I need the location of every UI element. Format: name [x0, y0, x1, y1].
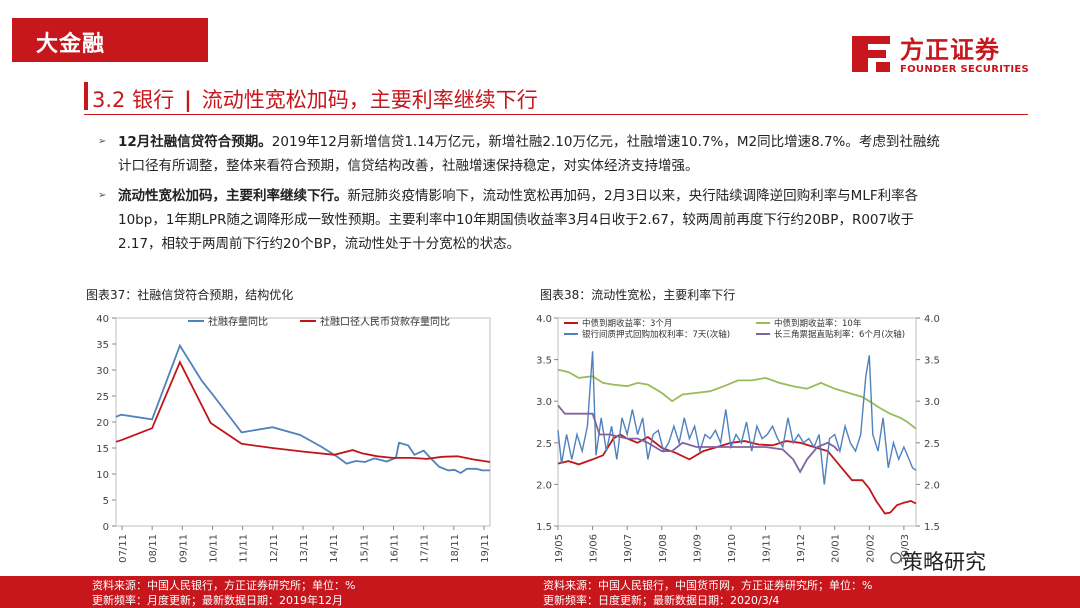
watermark-text: 策略研究 — [902, 550, 986, 574]
x-tick-label: 20/02 — [865, 534, 876, 563]
y-tick-label: 25 — [96, 392, 109, 403]
founder-logo-icon — [852, 36, 890, 72]
left-footer-frequency: 更新频率：月度更新；最新数据日期：2019年12月 — [92, 594, 343, 607]
y-tick-label: 4.0 — [536, 314, 552, 325]
y-tick-label: 15 — [96, 444, 109, 455]
legend-label: 社融存量同比 — [208, 315, 268, 328]
section-number: 3.2 银行 — [92, 88, 175, 112]
x-tick-label: 09/11 — [178, 534, 189, 563]
y-tick-label: 40 — [96, 314, 109, 325]
right-chart: 1.5 1.5 2.0 2.0 2.5 2.5 3.0 3.0 3.5 3.5 4.0 4.0 19/0… — [536, 314, 940, 563]
legend-label: 社融口径人民币贷款存量同比 — [320, 315, 450, 328]
right-footer-frequency: 更新频率：日度更新；最新数据日期：2020/3/4 — [543, 594, 780, 607]
series-line — [557, 368, 917, 430]
plot-frame — [557, 317, 917, 527]
x-tick-label: 19/10 — [727, 534, 738, 563]
right-footer-source: 资料来源：中国人民银行，中国货币网，方正证券研究所；单位：% — [543, 579, 873, 592]
x-tick-label: 19/07 — [623, 534, 634, 563]
x-tick-label: 07/11 — [118, 534, 129, 563]
bullet-item: ➢ 12月社融信贷符合预期。2019年12月新增信贷1.14万亿元，新增社融2.… — [98, 130, 948, 178]
y-tick-label: 3.0 — [536, 397, 552, 408]
legend-label: 中债到期收益率：10年 — [774, 318, 862, 329]
header-rule — [84, 114, 1028, 115]
y2-tick-label: 3.0 — [924, 397, 940, 408]
x-tick-label: 12/11 — [269, 534, 280, 563]
bullet-text: 新冠肺炎疫情影响下，流动性宽松再加码，2月3日以来，央行陆续调降逆回购利率与ML… — [118, 188, 919, 252]
y2-tick-label: 2.0 — [924, 480, 940, 491]
series-line — [115, 343, 490, 475]
y-tick-label: 2.0 — [536, 480, 552, 491]
series-line — [115, 360, 491, 463]
x-tick-label: 17/11 — [420, 534, 431, 563]
x-tick-label: 15/11 — [359, 534, 370, 563]
left-chart: 0 5 10 15 20 25 30 35 40 07/11 08/11 09/11 10/11 11/1… — [96, 314, 491, 563]
x-tick-label: 19/09 — [692, 534, 703, 563]
bullet-arrow-icon: ➢ — [98, 190, 107, 201]
y-tick-label: 10 — [96, 470, 109, 481]
x-tick-label: 19/11 — [480, 534, 491, 563]
y2-tick-label: 3.5 — [924, 356, 940, 367]
bullet-text: 2019年12月新增信贷1.14万亿元，新增社融2.10万亿元，社融增速10.7… — [118, 134, 940, 174]
y-tick-label: 3.5 — [536, 356, 552, 367]
y-tick-label: 1.5 — [536, 522, 552, 533]
y2-tick-label: 4.0 — [924, 314, 940, 325]
y2-tick-label: 2.5 — [924, 439, 940, 450]
y-tick-label: 2.5 — [536, 439, 552, 450]
legend-label: 中债到期收益率：3个月 — [582, 318, 672, 329]
bullet-item: ➢ 流动性宽松加码，主要利率继续下行。新冠肺炎疫情影响下，流动性宽松再加码，2月… — [98, 184, 948, 256]
y-tick-label: 30 — [96, 366, 109, 377]
series-line — [557, 404, 839, 474]
x-tick-label: 19/06 — [589, 534, 600, 563]
logo-name-cn: 方正证券 — [900, 36, 1000, 64]
left-footer-source: 资料来源：中国人民银行，方正证券研究所；单位：% — [92, 579, 356, 592]
x-tick-label: 19/08 — [658, 534, 669, 563]
y2-tick-label: 1.5 — [924, 522, 940, 533]
bullet-arrow-icon: ➢ — [98, 136, 107, 147]
wechat-icon — [890, 552, 902, 564]
section-title: 流动性宽松加码，主要利率继续下行 — [201, 88, 538, 112]
y-tick-label: 20 — [96, 418, 109, 429]
x-tick-label: 19/05 — [554, 534, 565, 563]
right-chart-title: 图表38：流动性宽松，主要利率下行 — [540, 288, 736, 302]
x-tick-label: 08/11 — [148, 534, 159, 563]
section-heading: 3.2 银行 | 流动性宽松加码，主要利率继续下行 — [92, 84, 538, 114]
y-tick-label: 35 — [96, 340, 109, 351]
legend-label: 长三角票据直贴利率：6个月(次轴) — [774, 329, 905, 340]
x-tick-label: 10/11 — [209, 534, 220, 563]
x-tick-label: 20/01 — [831, 534, 842, 563]
section-separator: | — [184, 88, 192, 112]
x-tick-label: 16/11 — [390, 534, 401, 563]
x-tick-label: 19/11 — [762, 534, 773, 563]
x-tick-label: 18/11 — [450, 534, 461, 563]
bullet-lead: 12月社融信贷符合预期。 — [118, 134, 272, 150]
bullet-lead: 流动性宽松加码，主要利率继续下行。 — [118, 188, 348, 204]
y-tick-label: 0 — [103, 522, 109, 533]
x-tick-label: 11/11 — [239, 534, 250, 563]
x-tick-label: 13/11 — [299, 534, 310, 563]
banner-title: 大金融 — [36, 32, 106, 57]
left-chart-title: 图表37：社融信贷符合预期，结构优化 — [86, 288, 294, 302]
series-line — [557, 351, 917, 485]
plot-frame — [115, 317, 491, 527]
top-banner — [12, 18, 208, 62]
footer-band — [0, 576, 1080, 608]
x-tick-label: 14/11 — [329, 534, 340, 563]
logo-name-en: FOUNDER SECURITIES — [900, 64, 1030, 75]
section-accent-bar — [84, 82, 88, 110]
x-tick-label: 20/03 — [900, 534, 911, 563]
legend-label: 银行间质押式回购加权利率：7天(次轴) — [582, 329, 730, 340]
x-tick-label: 19/12 — [796, 534, 807, 563]
y-tick-label: 5 — [103, 496, 109, 507]
